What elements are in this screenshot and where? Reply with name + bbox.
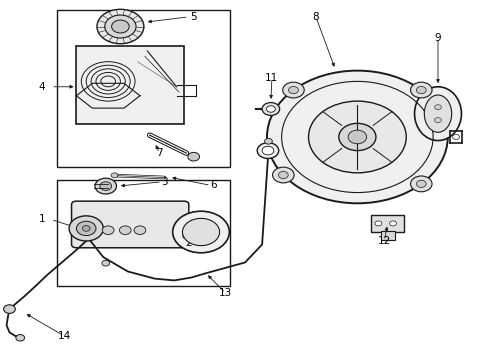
Text: 14: 14	[58, 331, 71, 341]
Circle shape	[16, 334, 24, 341]
Circle shape	[435, 118, 441, 123]
Circle shape	[82, 226, 90, 231]
Circle shape	[95, 178, 117, 194]
Text: 8: 8	[313, 12, 319, 22]
Circle shape	[283, 82, 304, 98]
Text: 4: 4	[39, 82, 46, 92]
Circle shape	[100, 182, 112, 190]
Text: 13: 13	[219, 288, 232, 298]
Circle shape	[134, 226, 146, 234]
Circle shape	[112, 20, 129, 33]
Circle shape	[188, 152, 199, 161]
Bar	[371, 215, 404, 232]
Circle shape	[102, 260, 110, 266]
Circle shape	[416, 86, 426, 94]
Circle shape	[267, 106, 275, 112]
Circle shape	[97, 9, 144, 44]
Circle shape	[348, 130, 367, 144]
Circle shape	[390, 221, 396, 226]
Circle shape	[435, 105, 441, 110]
Circle shape	[289, 86, 298, 94]
Text: 9: 9	[435, 33, 441, 43]
Text: 11: 11	[265, 73, 278, 83]
Circle shape	[411, 176, 432, 192]
Circle shape	[182, 219, 220, 246]
Text: 3: 3	[161, 177, 168, 187]
Circle shape	[267, 71, 448, 203]
Circle shape	[262, 103, 280, 116]
Circle shape	[172, 211, 229, 253]
Circle shape	[102, 226, 114, 234]
Bar	[57, 10, 230, 167]
Ellipse shape	[415, 87, 462, 140]
Text: 2: 2	[186, 238, 192, 248]
Circle shape	[278, 171, 288, 179]
Text: 6: 6	[210, 180, 217, 190]
Circle shape	[309, 101, 406, 173]
Bar	[57, 180, 230, 286]
Circle shape	[105, 15, 136, 38]
Circle shape	[76, 221, 96, 235]
Circle shape	[257, 143, 279, 158]
Circle shape	[69, 216, 103, 241]
FancyBboxPatch shape	[72, 201, 189, 248]
Circle shape	[3, 305, 15, 314]
Bar	[381, 231, 394, 240]
Text: 7: 7	[156, 148, 163, 158]
Circle shape	[272, 167, 294, 183]
Circle shape	[375, 221, 382, 226]
Text: 12: 12	[378, 236, 391, 246]
Circle shape	[120, 226, 131, 234]
Circle shape	[453, 134, 460, 139]
Circle shape	[411, 82, 432, 98]
Circle shape	[416, 180, 426, 188]
Text: 10: 10	[262, 148, 275, 158]
Text: 5: 5	[191, 12, 197, 22]
Text: 1: 1	[39, 215, 46, 224]
Ellipse shape	[424, 95, 452, 132]
Circle shape	[262, 146, 274, 155]
FancyBboxPatch shape	[76, 45, 184, 125]
Circle shape	[339, 123, 376, 150]
Circle shape	[265, 138, 272, 144]
Circle shape	[111, 173, 118, 178]
